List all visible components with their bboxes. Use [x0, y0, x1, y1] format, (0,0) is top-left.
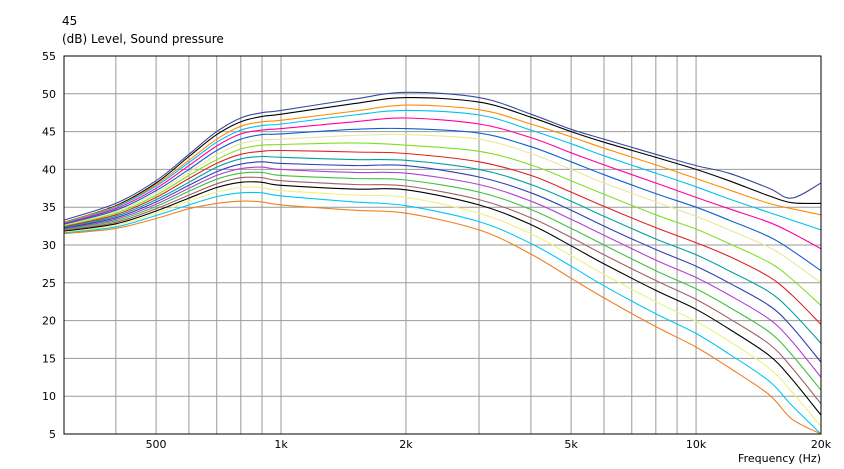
y-axis-label: (dB) Level, Sound pressure [62, 32, 224, 46]
y-tick-label: 30 [42, 239, 56, 252]
series-line-13 [63, 171, 822, 391]
y-tick-label: 55 [42, 50, 56, 63]
chart-top-number: 45 [62, 14, 77, 28]
series-layer [63, 91, 822, 435]
y-tick-labels: 55 50 45 40 35 30 25 20 15 10 5 [42, 50, 56, 441]
x-tick-label: 2k [399, 438, 413, 451]
plot-frame [63, 55, 822, 435]
y-tick-label: 5 [49, 428, 56, 441]
series-line-17 [63, 191, 822, 435]
x-tick-label: 5k [564, 438, 578, 451]
series-line-18 [63, 200, 822, 435]
series-line-8 [63, 142, 822, 306]
series-line-10 [63, 155, 822, 344]
x-tick-label: 1k [274, 438, 288, 451]
series-line-6 [63, 127, 822, 272]
series-line-7 [63, 133, 822, 284]
series-line-4 [63, 109, 822, 231]
y-tick-label: 45 [42, 126, 56, 139]
series-line-1 [63, 91, 822, 221]
y-tick-label: 10 [42, 390, 56, 403]
y-tick-label: 20 [42, 315, 56, 328]
series-line-12 [63, 166, 822, 378]
y-tick-label: 35 [42, 201, 56, 214]
x-tick-label: 20k [811, 438, 832, 451]
x-axis-label: Frequency (Hz) [738, 452, 821, 465]
x-tick-label: 500 [146, 438, 167, 451]
y-tick-label: 25 [42, 277, 56, 290]
series-line-11 [63, 161, 822, 363]
series-line-9 [63, 149, 822, 325]
grid [64, 55, 822, 435]
y-tick-label: 40 [42, 163, 56, 176]
y-tick-label: 50 [42, 88, 56, 101]
series-line-15 [63, 181, 822, 416]
series-line-14 [63, 176, 822, 405]
x-tick-labels: 500 1k 2k 5k 10k 20k [146, 438, 832, 451]
series-line-2 [63, 97, 822, 223]
series-line-3 [63, 104, 822, 223]
series-line-5 [63, 117, 822, 250]
series-line-16 [63, 186, 822, 427]
x-tick-label: 10k [686, 438, 707, 451]
y-tick-label: 15 [42, 352, 56, 365]
